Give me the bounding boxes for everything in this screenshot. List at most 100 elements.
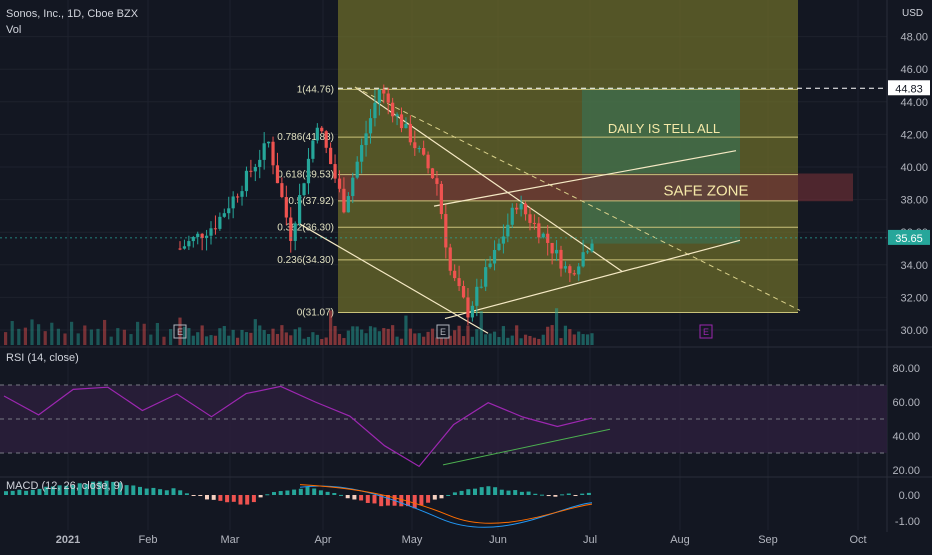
candle-body bbox=[275, 165, 280, 184]
macd-histogram-bar bbox=[533, 493, 538, 495]
macd-histogram-bar bbox=[339, 494, 343, 496]
volume-bar bbox=[572, 334, 576, 345]
candle-body bbox=[315, 127, 319, 141]
volume-bar bbox=[10, 321, 14, 345]
candle-body bbox=[510, 207, 514, 225]
volume-bar bbox=[329, 310, 333, 345]
candle-body bbox=[453, 270, 457, 279]
volume-bar bbox=[568, 329, 572, 345]
volume-bar bbox=[466, 325, 470, 345]
macd-histogram-bar bbox=[586, 492, 591, 495]
earnings-marker-label: E bbox=[703, 327, 709, 337]
volume-bar bbox=[116, 328, 120, 345]
volume-bar bbox=[417, 333, 421, 345]
macd-histogram-bar bbox=[332, 493, 337, 495]
volume-bar bbox=[554, 308, 559, 345]
candle-body bbox=[373, 102, 377, 119]
candle-body bbox=[461, 286, 466, 298]
candle-body bbox=[253, 166, 257, 172]
volume-bar bbox=[408, 328, 412, 345]
candle-body bbox=[417, 148, 421, 150]
volume-bar bbox=[187, 328, 191, 345]
candle-body bbox=[413, 142, 417, 149]
rsi-axis-tick: 80.00 bbox=[892, 363, 920, 375]
candle-body bbox=[515, 207, 519, 210]
macd-histogram-bar bbox=[124, 485, 129, 495]
fib-level-label: 0.618(39.53) bbox=[277, 170, 334, 181]
candle-body bbox=[546, 233, 550, 243]
earnings-marker-label: E bbox=[440, 327, 446, 337]
macd-histogram-bar bbox=[50, 486, 55, 495]
macd-histogram-bar bbox=[218, 495, 223, 501]
volume-bar bbox=[103, 319, 107, 345]
candle-body bbox=[581, 252, 585, 267]
volume-bar bbox=[563, 325, 568, 345]
candle-body bbox=[258, 159, 262, 167]
volume-bar bbox=[532, 337, 537, 345]
volume-bar bbox=[56, 328, 60, 345]
volume-bar bbox=[253, 319, 257, 345]
volume-bar bbox=[129, 334, 133, 345]
candle-body bbox=[492, 250, 497, 264]
macd-histogram-bar bbox=[385, 495, 390, 506]
macd-histogram-bar bbox=[379, 495, 384, 507]
volume-bar bbox=[96, 328, 100, 345]
candle-body bbox=[213, 228, 218, 230]
volume-bar bbox=[162, 336, 166, 345]
candle-body bbox=[240, 191, 244, 197]
macd-histogram-bar bbox=[211, 495, 216, 500]
volume-bar bbox=[444, 338, 448, 345]
volume-bar bbox=[267, 333, 271, 345]
macd-histogram-bar bbox=[486, 486, 491, 495]
macd-histogram-bar bbox=[117, 482, 122, 495]
candle-body bbox=[457, 278, 461, 287]
time-axis-tick: Mar bbox=[221, 534, 240, 546]
candle-body bbox=[298, 195, 302, 224]
macd-histogram-bar bbox=[4, 491, 8, 495]
volume-bar bbox=[89, 329, 93, 345]
macd-histogram-bar bbox=[352, 495, 357, 500]
volume-bar bbox=[585, 334, 590, 345]
candle-body bbox=[311, 140, 315, 159]
fib-level-label: 1(44.76) bbox=[297, 84, 334, 95]
candle-body bbox=[289, 217, 293, 241]
volume-bar bbox=[368, 326, 373, 345]
symbol-title: Sonos, Inc., 1D, Cboe BZX bbox=[6, 8, 139, 20]
macd-axis-tick: 0.00 bbox=[899, 490, 920, 502]
volume-bar bbox=[240, 329, 244, 345]
macd-histogram-bar bbox=[473, 488, 477, 495]
volume-bar bbox=[360, 329, 364, 345]
volume-bar bbox=[523, 334, 528, 345]
price-axis-tick: 32.00 bbox=[900, 292, 928, 304]
volume-bar bbox=[289, 335, 293, 345]
volume-bar bbox=[293, 329, 297, 345]
candle-body bbox=[435, 178, 439, 184]
candle-body bbox=[430, 168, 435, 179]
dashed-level-tag bbox=[888, 80, 930, 96]
candle-body bbox=[568, 266, 572, 274]
volume-bar bbox=[413, 333, 417, 345]
macd-histogram-bar bbox=[560, 494, 565, 496]
fib-level-label: 0.236(34.30) bbox=[277, 255, 334, 266]
volume-bar bbox=[422, 336, 426, 345]
macd-histogram-bar bbox=[71, 485, 75, 495]
volume-bar bbox=[83, 325, 87, 345]
macd-histogram-bar bbox=[493, 487, 498, 495]
volume-bar bbox=[271, 328, 275, 345]
candle-body bbox=[320, 127, 324, 132]
price-axis-tick: 34.00 bbox=[900, 260, 928, 272]
macd-histogram-bar bbox=[158, 489, 163, 495]
rsi-line bbox=[3, 385, 593, 468]
candle-body bbox=[577, 266, 581, 275]
candle-body bbox=[191, 237, 195, 242]
volume-bar bbox=[275, 333, 280, 345]
macd-histogram-bar bbox=[238, 495, 243, 505]
macd-histogram-bar bbox=[191, 495, 196, 496]
volume-bar bbox=[244, 332, 249, 345]
candle-body bbox=[559, 249, 563, 269]
candle-body bbox=[187, 241, 191, 247]
candle-body bbox=[355, 161, 359, 178]
macd-histogram-bar bbox=[278, 491, 283, 495]
macd-histogram-bar bbox=[372, 495, 377, 504]
